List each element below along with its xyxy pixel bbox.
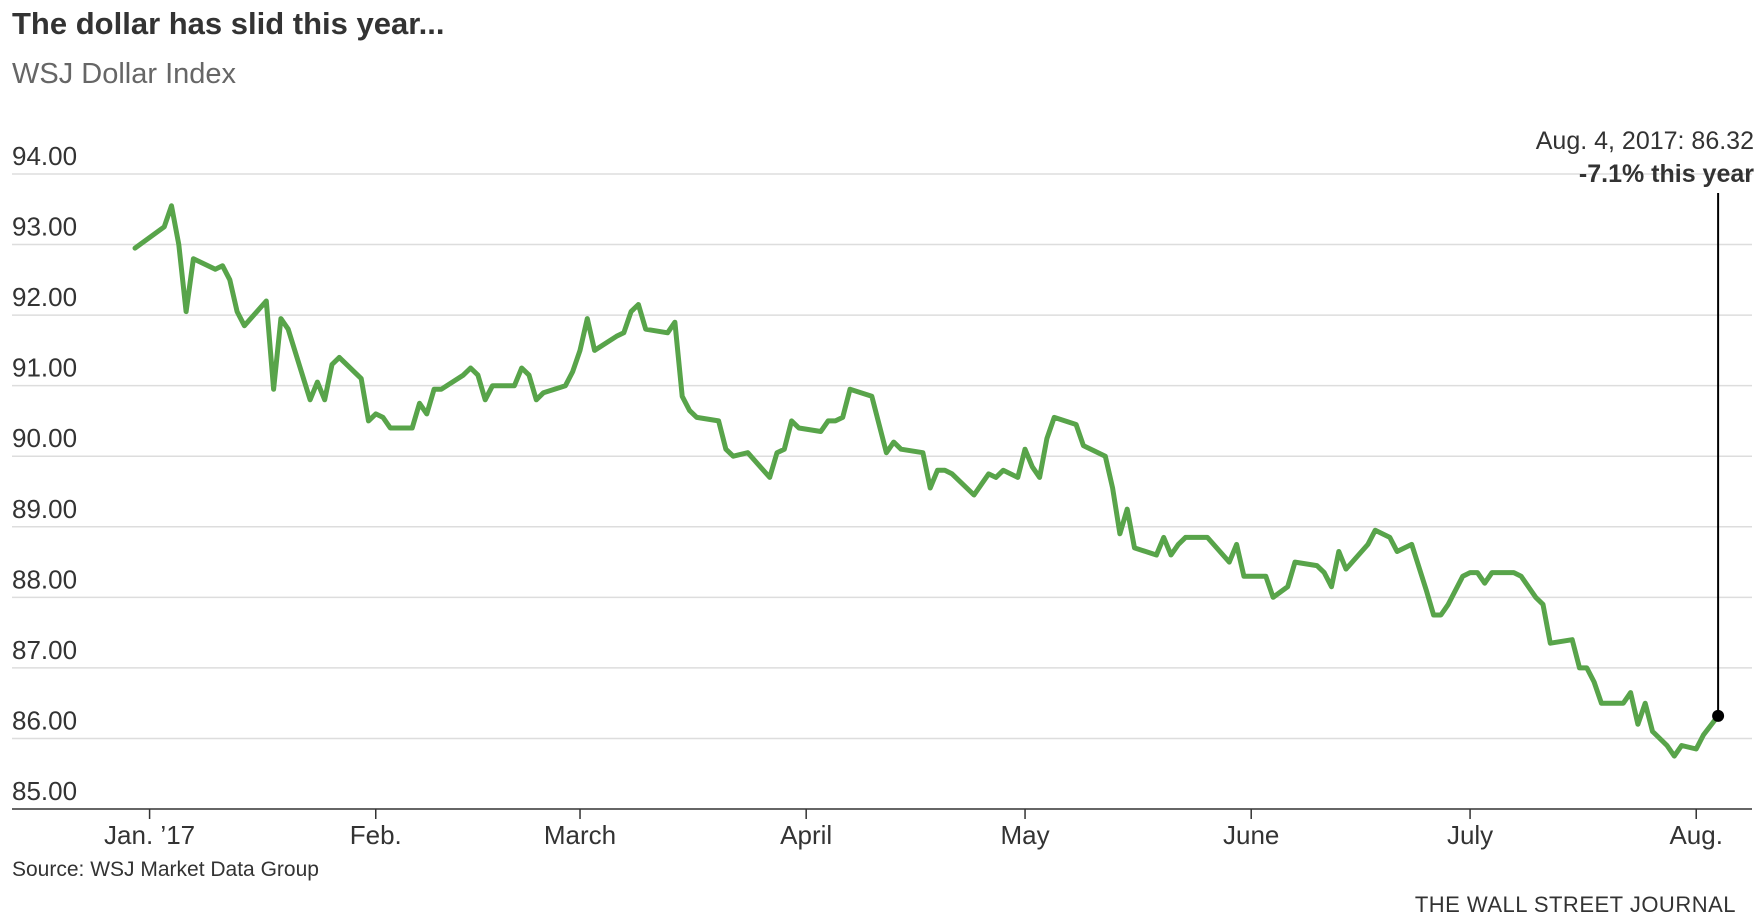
gridlines: [12, 173, 1752, 740]
y-tick-label: 90.00: [12, 423, 77, 453]
x-tick-label: April: [780, 820, 832, 850]
x-tick-label: Feb.: [350, 820, 402, 850]
x-tick-label: Jan. ’17: [104, 820, 195, 850]
y-tick-label: 91.00: [12, 353, 77, 383]
annotation-change-label: -7.1% this year: [1579, 160, 1754, 188]
y-tick-label: 87.00: [12, 635, 77, 665]
y-tick-label: 86.00: [12, 705, 77, 735]
series: [132, 203, 1725, 759]
x-tick-label: May: [1000, 820, 1049, 850]
x-tick-label: June: [1223, 820, 1279, 850]
y-tick-label: 94.00: [12, 141, 77, 171]
y-axis-ticks: 85.00 86.00 87.00 88.00 89.00 90.00 91.00 92.00…: [12, 141, 77, 806]
x-tick-label: July: [1447, 820, 1493, 850]
chart-title: The dollar has slid this year...: [12, 6, 445, 41]
publisher-credit: THE WALL STREET JOURNAL: [1414, 892, 1736, 917]
annotation-date-label: Aug. 4, 2017: 86.32: [1536, 127, 1754, 155]
y-tick-label: 89.00: [12, 494, 77, 524]
y-tick-label: 93.00: [12, 212, 77, 242]
series-line: [132, 203, 1721, 759]
x-tick-label: Aug.: [1669, 820, 1723, 850]
annotation: Aug. 4, 2017: 86.32 -7.1% this year: [1536, 127, 1754, 716]
y-tick-label: 88.00: [12, 564, 77, 594]
source-note: Source: WSJ Market Data Group: [12, 858, 319, 881]
annotation-point: [1712, 709, 1725, 722]
y-tick-label: 85.00: [12, 776, 77, 806]
x-tick-label: March: [544, 820, 616, 850]
x-axis-ticks: Jan. ’17 Feb. March April May June July Aug.: [104, 809, 1723, 850]
y-tick-label: 92.00: [12, 282, 77, 312]
chart-subtitle: WSJ Dollar Index: [12, 58, 237, 90]
